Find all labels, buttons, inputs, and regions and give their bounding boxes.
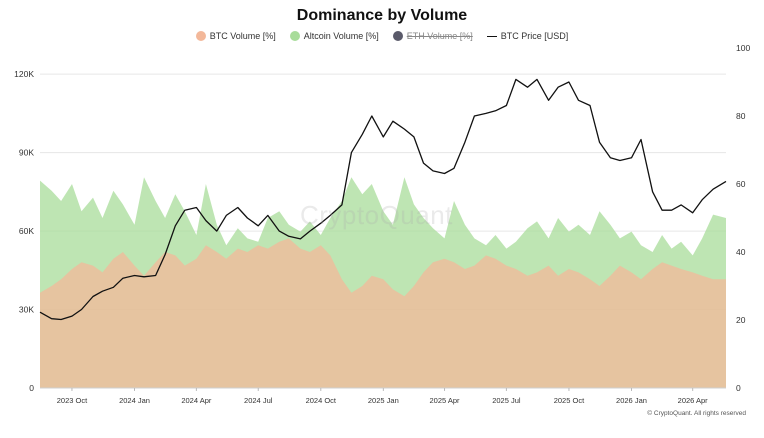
x-tick-label: 2025 Jan bbox=[368, 396, 399, 405]
legend-item-btc-price[interactable]: BTC Price [USD] bbox=[486, 31, 569, 41]
copyright-credit: © CryptoQuant. All rights reserved bbox=[647, 410, 746, 417]
chart-title: Dominance by Volume bbox=[296, 7, 468, 24]
series-line-btc-price bbox=[39, 78, 727, 321]
x-tick-label: 2026 Apr bbox=[678, 396, 709, 405]
x-tick-label: 2025 Jul bbox=[492, 396, 521, 405]
y-right-tick-label: 80 bbox=[736, 111, 746, 121]
legend-swatch-btc-volume bbox=[195, 31, 206, 41]
x-tick-label: 2024 Jan bbox=[119, 396, 150, 405]
y-left-tick-label: 30K bbox=[19, 305, 34, 315]
legend-item-eth-volume[interactable]: ETH Volume [%] bbox=[392, 31, 473, 41]
x-tick-label: 2026 Jan bbox=[616, 396, 647, 405]
x-tick-label: 2025 Oct bbox=[554, 396, 585, 405]
legend-swatch-altcoin-volume bbox=[289, 31, 300, 41]
legend-label: BTC Price [USD] bbox=[500, 31, 569, 41]
y-left-tick-label: 0 bbox=[29, 383, 34, 393]
legend-label: Altcoin Volume [%] bbox=[303, 31, 379, 41]
x-tick-label: 2024 Jul bbox=[244, 396, 273, 405]
legend-line-btc-price bbox=[486, 35, 497, 37]
x-tick-label: 2024 Apr bbox=[181, 396, 212, 405]
y-right-tick-label: 40 bbox=[736, 247, 746, 257]
legend-label: ETH Volume [%] bbox=[406, 31, 473, 41]
legend-label: BTC Volume [%] bbox=[209, 31, 276, 41]
series-area-btc-volume bbox=[40, 238, 726, 388]
y-left-tick-label: 60K bbox=[19, 226, 34, 236]
x-tick-label: 2024 Oct bbox=[306, 396, 337, 405]
y-left-tick-label: 90K bbox=[19, 148, 34, 158]
y-left-tick-label: 120K bbox=[14, 69, 34, 79]
x-tick-label: 2023 Oct bbox=[57, 396, 88, 405]
legend: BTC Volume [%] Altcoin Volume [%] ETH Vo… bbox=[0, 31, 764, 41]
watermark: CryptoQuant bbox=[300, 200, 453, 230]
y-right-tick-label: 60 bbox=[736, 179, 746, 189]
y-right-tick-label: 0 bbox=[736, 383, 741, 393]
legend-item-btc-volume[interactable]: BTC Volume [%] bbox=[195, 31, 276, 41]
legend-swatch-eth-volume bbox=[392, 31, 403, 41]
y-right-tick-label: 20 bbox=[736, 315, 746, 325]
y-right-tick-label: 100 bbox=[736, 43, 750, 53]
legend-item-altcoin-volume[interactable]: Altcoin Volume [%] bbox=[289, 31, 379, 41]
x-tick-label: 2025 Apr bbox=[430, 396, 461, 405]
